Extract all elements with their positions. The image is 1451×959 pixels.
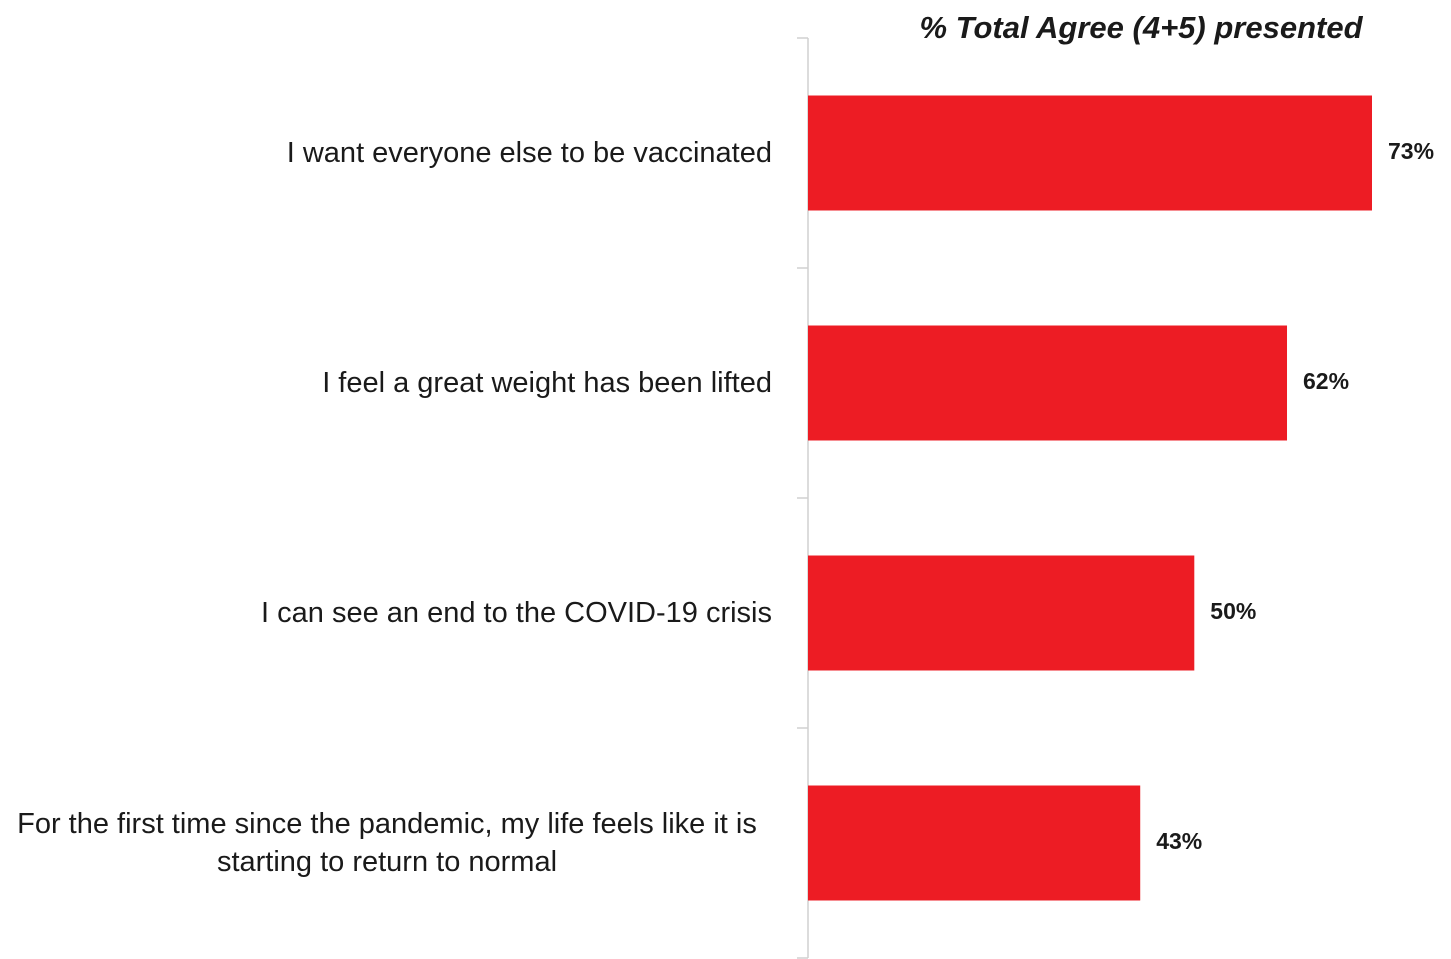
category-label-box: For the first time since the pandemic, m…: [0, 805, 772, 881]
value-label: 73%: [1388, 138, 1434, 164]
category-label: I want everyone else to be vaccinated: [286, 137, 772, 169]
bar: [808, 95, 1372, 211]
bar: [808, 325, 1288, 441]
value-label: 50%: [1210, 598, 1256, 624]
category-label-box: I feel a great weight has been lifted: [0, 364, 772, 402]
bar: [808, 785, 1141, 901]
chart-title: % Total Agree (4+5) presented: [919, 10, 1363, 45]
category-label-box: I can see an end to the COVID-19 crisis: [0, 594, 772, 632]
bar: [808, 555, 1195, 671]
value-label: 62%: [1303, 368, 1349, 394]
category-label: For the first time since the pandemic, m…: [17, 808, 757, 878]
category-label-box: I want everyone else to be vaccinated: [0, 134, 772, 172]
category-label: I feel a great weight has been lifted: [322, 367, 772, 399]
value-label: 43%: [1156, 828, 1202, 854]
category-label: I can see an end to the COVID-19 crisis: [261, 597, 772, 629]
